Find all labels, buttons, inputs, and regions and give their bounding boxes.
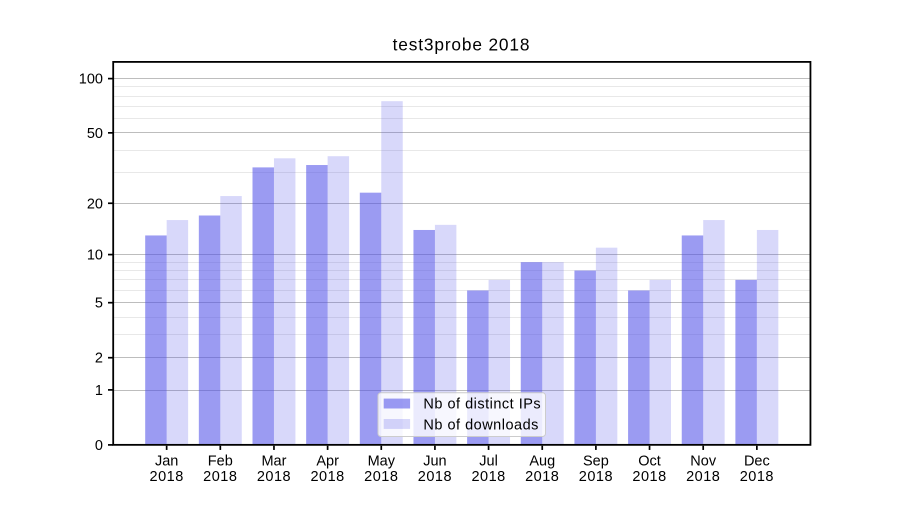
svg-text:1: 1 [95, 383, 103, 399]
svg-text:2018: 2018 [525, 469, 559, 485]
svg-text:2018: 2018 [257, 469, 291, 485]
svg-text:Jan: Jan [155, 453, 178, 469]
svg-text:Nb of downloads: Nb of downloads [423, 417, 539, 433]
svg-text:50: 50 [87, 126, 103, 142]
svg-text:Jun: Jun [423, 453, 446, 469]
svg-text:Mar: Mar [261, 453, 286, 469]
svg-text:20: 20 [87, 196, 103, 212]
svg-text:2018: 2018 [632, 469, 666, 485]
svg-text:Nb of distinct IPs: Nb of distinct IPs [423, 397, 541, 413]
svg-text:2018: 2018 [471, 469, 505, 485]
svg-text:May: May [368, 453, 396, 469]
svg-text:Feb: Feb [208, 453, 233, 469]
svg-text:10: 10 [87, 248, 103, 264]
svg-text:2018: 2018 [686, 469, 720, 485]
svg-text:2018: 2018 [418, 469, 452, 485]
svg-text:Jul: Jul [479, 453, 498, 469]
svg-text:test3probe 2018: test3probe 2018 [393, 34, 531, 54]
svg-text:Apr: Apr [316, 453, 339, 469]
svg-text:2018: 2018 [364, 469, 398, 485]
svg-text:Aug: Aug [529, 453, 555, 469]
svg-text:Sep: Sep [583, 453, 609, 469]
svg-text:5: 5 [95, 296, 103, 312]
svg-text:2018: 2018 [150, 469, 184, 485]
svg-text:Oct: Oct [638, 453, 661, 469]
svg-text:100: 100 [79, 72, 103, 88]
svg-text:2018: 2018 [740, 469, 774, 485]
svg-text:2: 2 [95, 351, 103, 367]
svg-text:2018: 2018 [579, 469, 613, 485]
svg-text:2018: 2018 [203, 469, 237, 485]
svg-text:Dec: Dec [744, 453, 770, 469]
svg-text:2018: 2018 [310, 469, 344, 485]
svg-text:Nov: Nov [690, 453, 717, 469]
svg-text:0: 0 [95, 438, 103, 454]
